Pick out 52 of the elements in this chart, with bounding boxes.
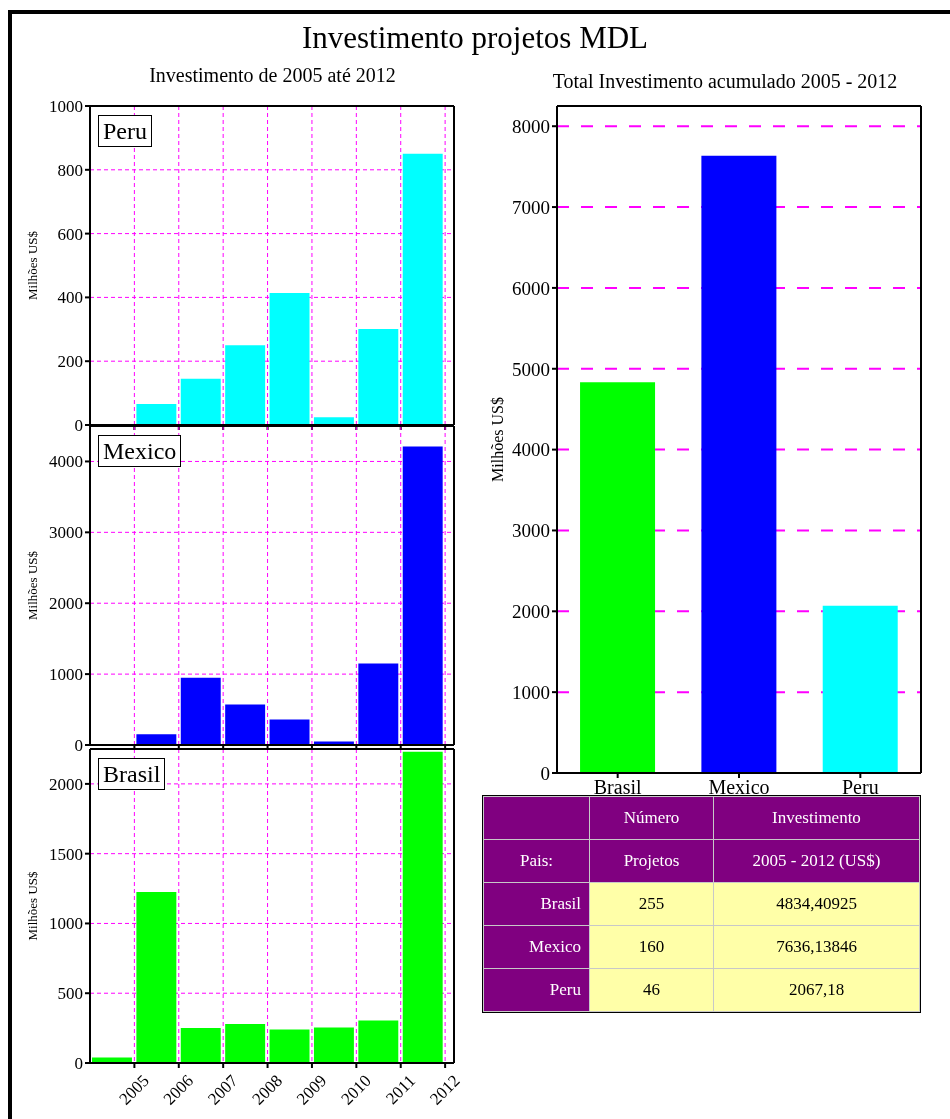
y-tick-label: 4000 [512, 439, 550, 461]
y-tick-label: 2000 [512, 601, 550, 623]
y-tick-label: 2000 [49, 774, 83, 794]
y-axis-title: Milhões US$ [24, 871, 40, 941]
y-tick-label: 4000 [49, 452, 83, 472]
category-label: Peru [483, 968, 590, 1012]
text: Pais: [483, 839, 590, 883]
text: 7636,13846 [776, 937, 857, 956]
chart-title: Investimento projetos MDL [300, 20, 650, 56]
text: Mexico [103, 438, 177, 464]
bar [580, 382, 656, 773]
bar [701, 155, 777, 773]
y-tick-label: 6000 [512, 277, 550, 299]
x-tick-label: Mexico [708, 776, 770, 799]
text: 4834,40925 [776, 894, 857, 913]
data-label: 160 [589, 925, 714, 969]
y-tick-label: 1000 [49, 914, 83, 934]
data-label: 46 [589, 968, 714, 1012]
x-tick-label: Brasil [593, 776, 642, 799]
y-tick-label: 8000 [512, 115, 550, 137]
y-tick-label: 1500 [49, 844, 83, 864]
y-tick-label: 5000 [512, 358, 550, 380]
y-tick-label: 3000 [512, 520, 550, 542]
y-tick-label: 0 [74, 416, 83, 436]
text: Peru [103, 118, 147, 144]
y-tick-label: 1000 [49, 665, 83, 685]
y-tick-label: 7000 [512, 196, 550, 218]
bar [822, 605, 898, 773]
y-tick-label: 600 [57, 224, 83, 244]
text: 2067,18 [788, 980, 845, 999]
y-tick-label: 800 [57, 160, 83, 180]
y-tick-label: 0 [74, 736, 83, 756]
y-tick-label: 2000 [49, 594, 83, 614]
y-tick-label: 500 [57, 984, 83, 1004]
y-tick-label: 1000 [49, 97, 83, 117]
y-tick-label: 200 [57, 352, 83, 372]
chart-subtitle: Investimento de 2005 até 2012 [148, 64, 397, 87]
category-label: Brasil [483, 882, 590, 926]
y-tick-label: 1000 [512, 681, 550, 703]
y-axis-title: Milhões US$ [24, 550, 40, 620]
y-tick-label: 3000 [49, 523, 83, 543]
y-tick-label: 400 [57, 288, 83, 308]
y-axis-title: Milhões US$ [488, 397, 506, 482]
y-axis-title: Milhões US$ [24, 230, 40, 300]
text: Número Projetos [623, 808, 680, 870]
text: Investimento 2005 - 2012 (US$) [752, 808, 881, 870]
x-tick-label: Peru [842, 776, 879, 799]
data-label: 255 [589, 882, 714, 926]
category-label: Mexico [483, 925, 590, 969]
y-tick-label: 0 [74, 1054, 83, 1074]
y-tick-label: 0 [540, 762, 550, 784]
chart-title: Total Investimento acumulado 2005 - 2012 [551, 70, 899, 94]
